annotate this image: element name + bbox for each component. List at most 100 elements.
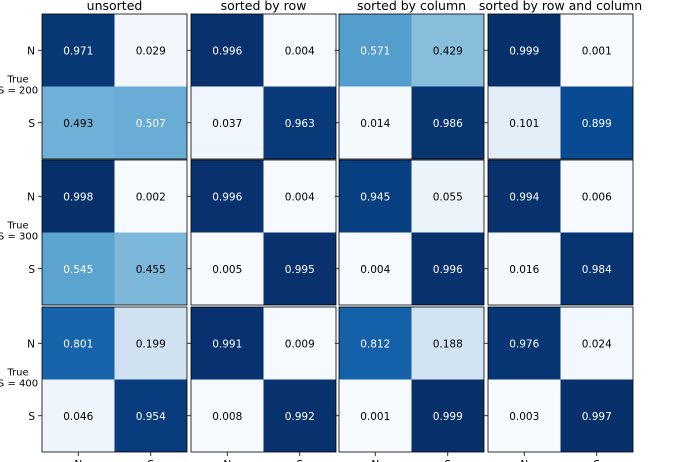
- y-tick-label: S: [28, 118, 35, 130]
- cell-value-label: 0.545: [63, 264, 93, 276]
- heatmap-cell: [263, 160, 336, 233]
- cell-value-label: 0.009: [285, 338, 315, 350]
- panel-frame: [190, 13, 337, 160]
- panel-frame: [487, 159, 634, 306]
- cell-value-label: 0.001: [360, 411, 390, 423]
- heatmap-cell: [339, 160, 412, 233]
- heatmap-cell: [42, 86, 115, 159]
- row-label: True: [6, 221, 28, 232]
- panel-frame: [338, 13, 485, 160]
- heatmap-cell: [263, 232, 336, 305]
- row-label: True: [6, 368, 28, 379]
- heatmap-cell: [114, 307, 187, 380]
- cell-value-label: 0.994: [509, 191, 539, 203]
- panel-frame: [338, 159, 485, 306]
- cell-value-label: 0.996: [212, 45, 242, 57]
- cell-value-label: 0.945: [360, 191, 390, 203]
- heatmap-cell: [191, 379, 264, 452]
- heatmap-cell: [560, 14, 633, 87]
- cell-value-label: 0.005: [212, 264, 242, 276]
- cell-value-label: 0.004: [360, 264, 390, 276]
- x-tick-label: S: [444, 459, 451, 462]
- heatmap-cell: [560, 379, 633, 452]
- heatmap-cell: [411, 307, 484, 380]
- cell-value-label: 0.037: [212, 118, 242, 130]
- panel-frame: [487, 306, 634, 453]
- heatmap-cell: [191, 307, 264, 380]
- row-label: S = 400: [0, 379, 38, 390]
- heatmap-cell: [114, 379, 187, 452]
- cell-value-label: 0.507: [136, 118, 166, 130]
- cell-value-label: 0.008: [212, 411, 242, 423]
- cell-value-label: 0.812: [360, 338, 390, 350]
- heatmap-cell: [560, 232, 633, 305]
- heatmap-cell: [488, 379, 561, 452]
- cell-value-label: 0.984: [582, 264, 612, 276]
- panel-frame: [41, 306, 188, 453]
- cell-value-label: 0.006: [582, 191, 612, 203]
- heatmap-cell: [42, 160, 115, 233]
- heatmap-cell: [114, 14, 187, 87]
- heatmap-cell: [560, 160, 633, 233]
- heatmap-cell: [339, 379, 412, 452]
- x-tick-label: S: [147, 459, 154, 462]
- cell-value-label: 0.986: [433, 118, 463, 130]
- heatmap-cell: [488, 86, 561, 159]
- y-tick-label: N: [27, 338, 35, 350]
- heatmap-cell: [339, 86, 412, 159]
- cell-value-label: 0.992: [285, 411, 315, 423]
- heatmap-cell: [263, 86, 336, 159]
- cell-value-label: 0.024: [582, 338, 612, 350]
- row-label: S = 300: [0, 232, 38, 243]
- cell-value-label: 0.016: [509, 264, 539, 276]
- heatmap-cell: [191, 232, 264, 305]
- heatmap-cell: [339, 232, 412, 305]
- heatmap-cell: [191, 14, 264, 87]
- cell-value-label: 0.003: [509, 411, 539, 423]
- heatmap-cell: [411, 86, 484, 159]
- heatmap-cell: [114, 86, 187, 159]
- panel-frame: [487, 13, 634, 160]
- y-tick-label: N: [27, 45, 35, 57]
- panel-frame: [41, 159, 188, 306]
- heatmap-cell: [488, 232, 561, 305]
- heatmap-cell: [488, 160, 561, 233]
- heatmap-cell: [411, 379, 484, 452]
- heatmap-cell: [560, 86, 633, 159]
- panel-frame: [190, 159, 337, 306]
- column-title: sorted by row: [221, 0, 307, 13]
- column-title: unsorted: [87, 0, 143, 13]
- y-tick-label: N: [27, 191, 35, 203]
- heatmap-cell: [191, 160, 264, 233]
- x-tick-label: N: [520, 459, 528, 462]
- heatmap-cell: [411, 160, 484, 233]
- cell-value-label: 0.029: [136, 45, 166, 57]
- x-tick-label: N: [371, 459, 379, 462]
- cell-value-label: 0.001: [582, 45, 612, 57]
- heatmap-cell: [42, 14, 115, 87]
- heatmap-cell: [114, 160, 187, 233]
- cell-value-label: 0.997: [582, 411, 612, 423]
- heatmap-cell: [263, 307, 336, 380]
- cell-value-label: 0.055: [433, 191, 463, 203]
- heatmap-cell: [191, 86, 264, 159]
- cell-value-label: 0.971: [63, 45, 93, 57]
- cell-value-label: 0.996: [433, 264, 463, 276]
- heatmap-cell: [42, 232, 115, 305]
- cell-value-label: 0.801: [63, 338, 93, 350]
- x-tick-label: S: [593, 459, 600, 462]
- x-tick-label: N: [223, 459, 231, 462]
- cell-value-label: 0.199: [136, 338, 166, 350]
- cell-value-label: 0.998: [63, 191, 93, 203]
- cell-value-label: 0.899: [582, 118, 612, 130]
- heatmap-cell: [339, 307, 412, 380]
- column-title: sorted by column: [357, 0, 466, 13]
- row-label: S = 200: [0, 86, 38, 97]
- heatmap-cell: [114, 232, 187, 305]
- cell-value-label: 0.571: [360, 45, 390, 57]
- cell-value-label: 0.976: [509, 338, 539, 350]
- heatmap-cell: [263, 379, 336, 452]
- cell-value-label: 0.999: [433, 411, 463, 423]
- cell-value-label: 0.995: [285, 264, 315, 276]
